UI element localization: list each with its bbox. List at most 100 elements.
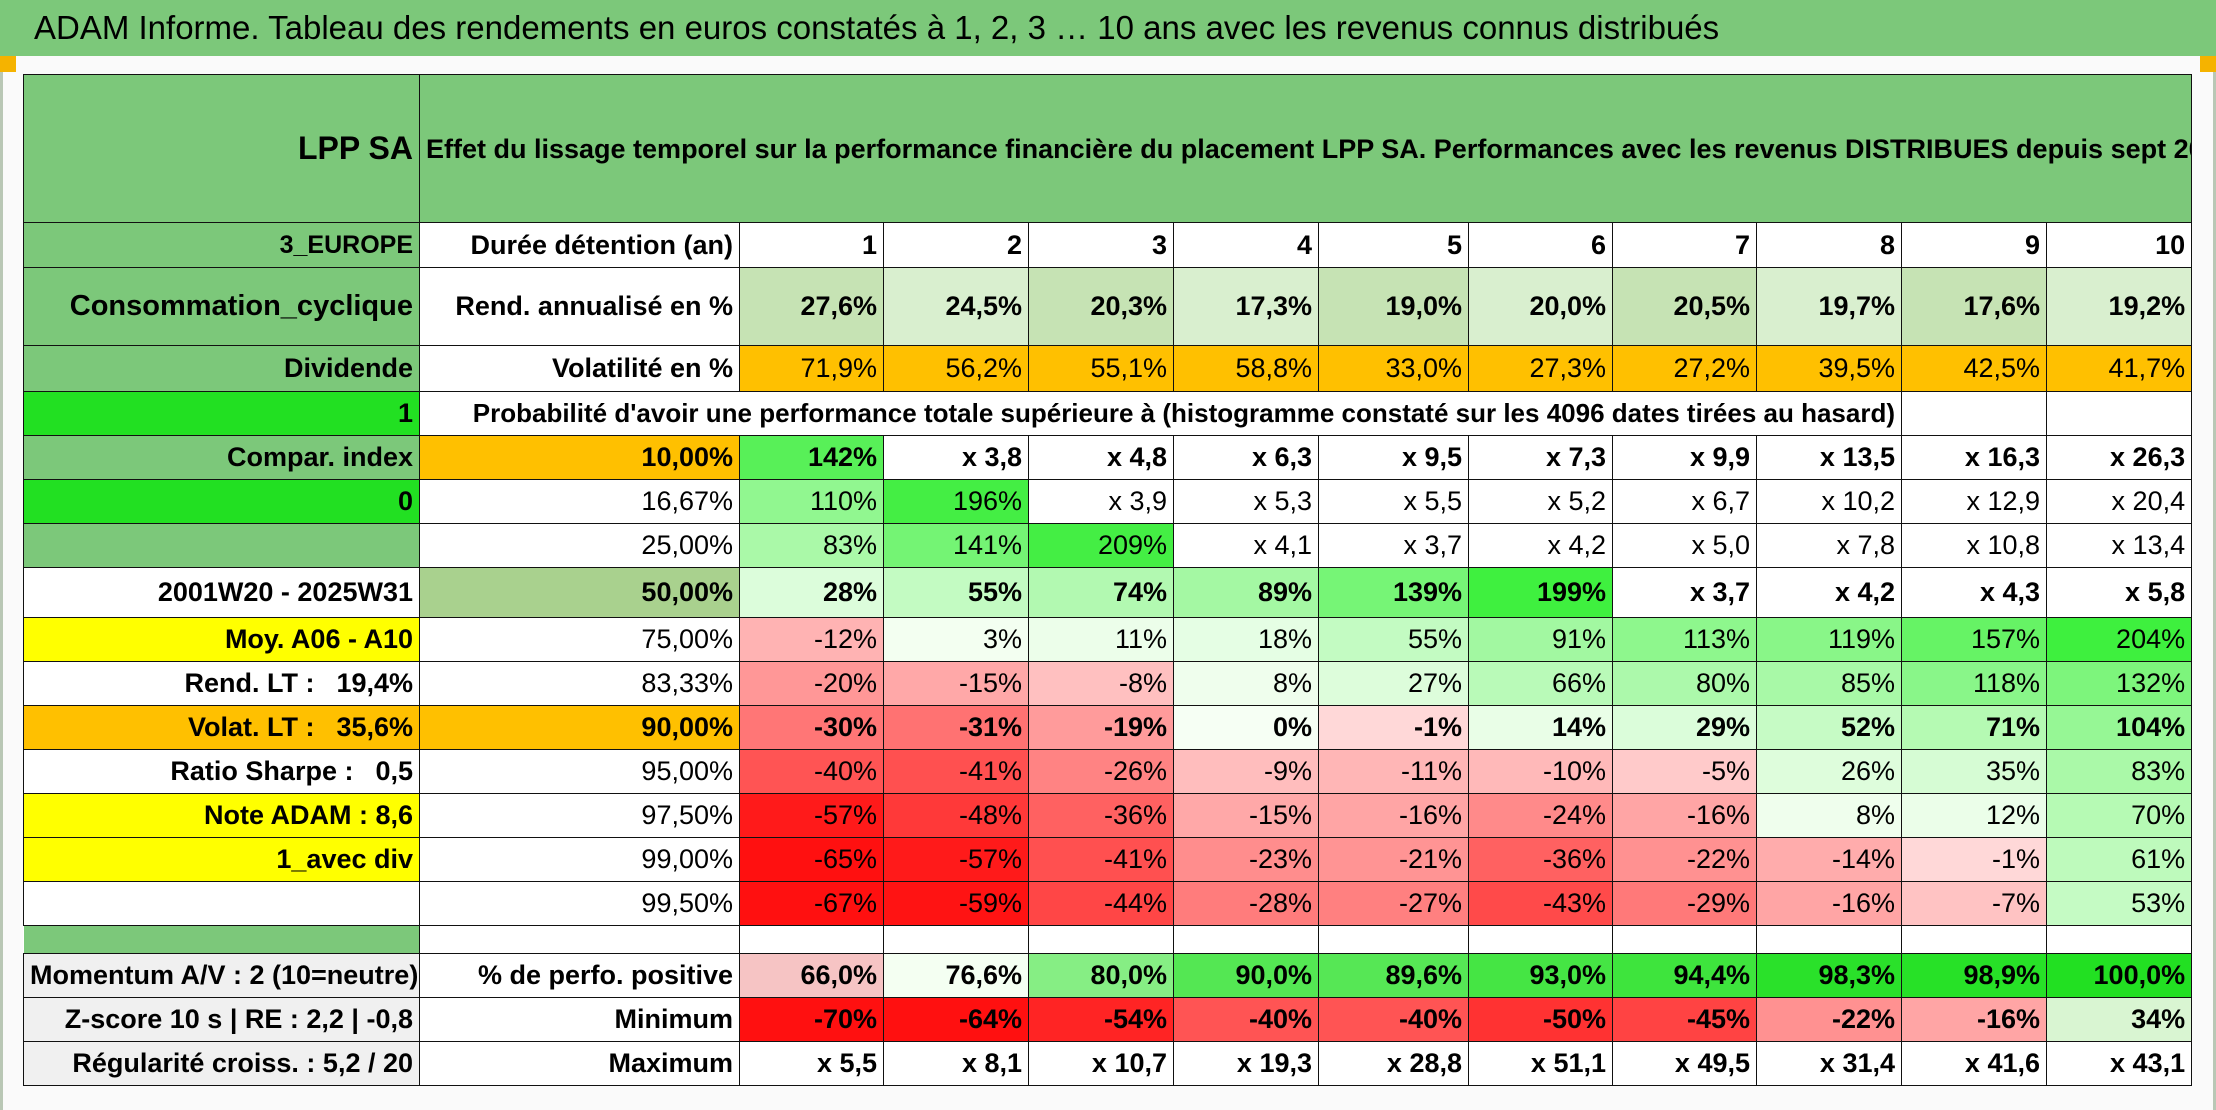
- quantile-cell: x 4,1: [1173, 523, 1319, 568]
- quantile-cell: 26%: [1756, 749, 1902, 794]
- quantile-cell: x 3,7: [1318, 523, 1469, 568]
- maximum-cell: x 41,6: [1901, 1041, 2047, 1086]
- separator-cell: [1173, 925, 1319, 954]
- year-header: 7: [1612, 222, 1757, 268]
- empty-cell: [2045, 391, 2193, 436]
- year-header: 1: [739, 222, 884, 268]
- rend-cell: 27,6%: [739, 267, 884, 346]
- separator-cell: [883, 925, 1029, 954]
- minimum-cell: -45%: [1612, 997, 1757, 1042]
- separator-cell: [1028, 925, 1174, 954]
- years-row: 3_EUROPE Durée détention (an) 1 2 3 4 5 6 7 8 9 10: [23, 222, 2193, 268]
- separator-cell: [1612, 925, 1757, 954]
- quantile-cell: 14%: [1468, 705, 1613, 750]
- vol-cell: 39,5%: [1756, 345, 1902, 392]
- quantile-cell: 8%: [1756, 793, 1902, 838]
- volat-lt: Volat. LT : 35,6%: [23, 705, 420, 750]
- perfo-pos-cell: 93,0%: [1468, 953, 1613, 998]
- rend-cell: 19,7%: [1756, 267, 1902, 346]
- volat-label: Volat. LT :: [187, 712, 315, 742]
- quantile-cell: -40%: [739, 749, 884, 794]
- flag-one: 1: [23, 391, 420, 436]
- quantile-cell: 35%: [1901, 749, 2047, 794]
- quantile-cell: -41%: [1028, 837, 1174, 882]
- quantile-cell: x 5,8: [2045, 567, 2193, 618]
- quantile-cell: 55%: [883, 567, 1029, 618]
- quantile-label: 50,00%: [419, 567, 740, 618]
- quantile-cell: 139%: [1318, 567, 1469, 618]
- quantile-cell: x 13,5: [1756, 435, 1902, 480]
- quantile-cell: x 16,3: [1901, 435, 2047, 480]
- quantile-cell: -15%: [883, 661, 1029, 706]
- maximum-cell: x 5,5: [739, 1041, 884, 1086]
- quantile-cell: 3%: [883, 617, 1029, 662]
- minimum-cell: -40%: [1173, 997, 1319, 1042]
- vol-cell: 58,8%: [1173, 345, 1319, 392]
- quantile-cell: -48%: [883, 793, 1029, 838]
- quantile-cell: 52%: [1756, 705, 1902, 750]
- duree-label: Durée détention (an): [419, 222, 740, 268]
- quantile-cell: x 5,2: [1468, 479, 1613, 524]
- quantile-row: Note ADAM : 8,6 97,50% -57% -48% -36% -15% -16…: [23, 793, 2193, 838]
- quantile-cell: -57%: [883, 837, 1029, 882]
- period-label: 2001W20 - 2025W31: [23, 567, 420, 618]
- vol-label: Volatilité en %: [419, 345, 740, 392]
- quantile-cell: 8%: [1173, 661, 1319, 706]
- quantile-cell: -1%: [1901, 837, 2047, 882]
- perfo-pos-cell: 80,0%: [1028, 953, 1174, 998]
- quantile-cell: 11%: [1028, 617, 1174, 662]
- rend-cell: 20,3%: [1028, 267, 1174, 346]
- year-header: 9: [1901, 222, 2047, 268]
- quantile-cell: x 26,3: [2045, 435, 2193, 480]
- quantile-cell: 85%: [1756, 661, 1902, 706]
- quantile-label: 25,00%: [419, 523, 740, 568]
- quantile-cell: 118%: [1901, 661, 2047, 706]
- sector-label: Consommation_cyclique: [23, 267, 420, 346]
- quantile-label: 75,00%: [419, 617, 740, 662]
- separator-cell: [1468, 925, 1613, 954]
- quantile-cell: -44%: [1028, 881, 1174, 926]
- minimum-cell: -54%: [1028, 997, 1174, 1042]
- minimum-cell: 34%: [2045, 997, 2193, 1042]
- quantile-row: Compar. index 10,00% 142% x 3,8 x 4,8 x 6,3 x …: [23, 435, 2193, 480]
- quantile-cell: -27%: [1318, 881, 1469, 926]
- quantile-cell: 204%: [2045, 617, 2193, 662]
- report-banner: ADAM Informe. Tableau des rendements en …: [0, 0, 2216, 56]
- quantile-cell: 12%: [1901, 793, 2047, 838]
- perfo-pos-cell: 90,0%: [1173, 953, 1319, 998]
- perfo-pos-cell: 98,9%: [1901, 953, 2047, 998]
- region-label: 3_EUROPE: [23, 222, 420, 268]
- quantile-cell: -5%: [1612, 749, 1757, 794]
- perfo-pos-label: % de perfo. positive: [419, 953, 740, 998]
- quantile-cell: x 3,9: [1028, 479, 1174, 524]
- maximum-row: Régularité croiss. : 5,2 / 20 Maximum x 5,…: [23, 1041, 2193, 1086]
- quantile-cell: -28%: [1173, 881, 1319, 926]
- perfo-pos-row: Momentum A/V : 2 (10=neutre)% de perfo. …: [23, 953, 2193, 998]
- quantile-cell: -29%: [1612, 881, 1757, 926]
- quantile-row: Volat. LT :35,6% 90,00% -30% -31% -19% 0% -1% 1…: [23, 705, 2193, 750]
- minimum-label: Minimum: [419, 997, 740, 1042]
- avec-div: 1_avec div: [23, 837, 420, 882]
- quantile-cell: x 10,8: [1901, 523, 2047, 568]
- corner-marker-left: [0, 56, 16, 72]
- separator-cell: [1318, 925, 1469, 954]
- quantile-cell: x 7,3: [1468, 435, 1613, 480]
- sharpe-label: Ratio Sharpe :: [170, 756, 354, 786]
- quantile-cell: 28%: [739, 567, 884, 618]
- corner-marker-right: [2200, 56, 2216, 72]
- proba-label: Probabilité d'avoir une performance tota…: [419, 391, 1902, 436]
- zscore-label: Z-score 10 s | RE : 2,2 | -0,8: [23, 997, 420, 1042]
- vol-row: Dividende Volatilité en % 71,9% 56,2% 55,1% 5…: [23, 345, 2193, 392]
- quantile-cell: -15%: [1173, 793, 1319, 838]
- quantile-cell: 104%: [2045, 705, 2193, 750]
- quantile-cell: 71%: [1901, 705, 2047, 750]
- quantile-cell: -41%: [883, 749, 1029, 794]
- quantile-row: 25,00% 83% 141% 209% x 4,1 x 3,7 x 4,2 x 5,0 x 7…: [23, 523, 2193, 568]
- regularite-label: Régularité croiss. : 5,2 / 20: [23, 1041, 420, 1086]
- quantile-cell: 53%: [2045, 881, 2193, 926]
- minimum-cell: -40%: [1318, 997, 1469, 1042]
- vol-cell: 71,9%: [739, 345, 884, 392]
- quantile-cell: 61%: [2045, 837, 2193, 882]
- vol-cell: 33,0%: [1318, 345, 1469, 392]
- quantile-cell: x 4,8: [1028, 435, 1174, 480]
